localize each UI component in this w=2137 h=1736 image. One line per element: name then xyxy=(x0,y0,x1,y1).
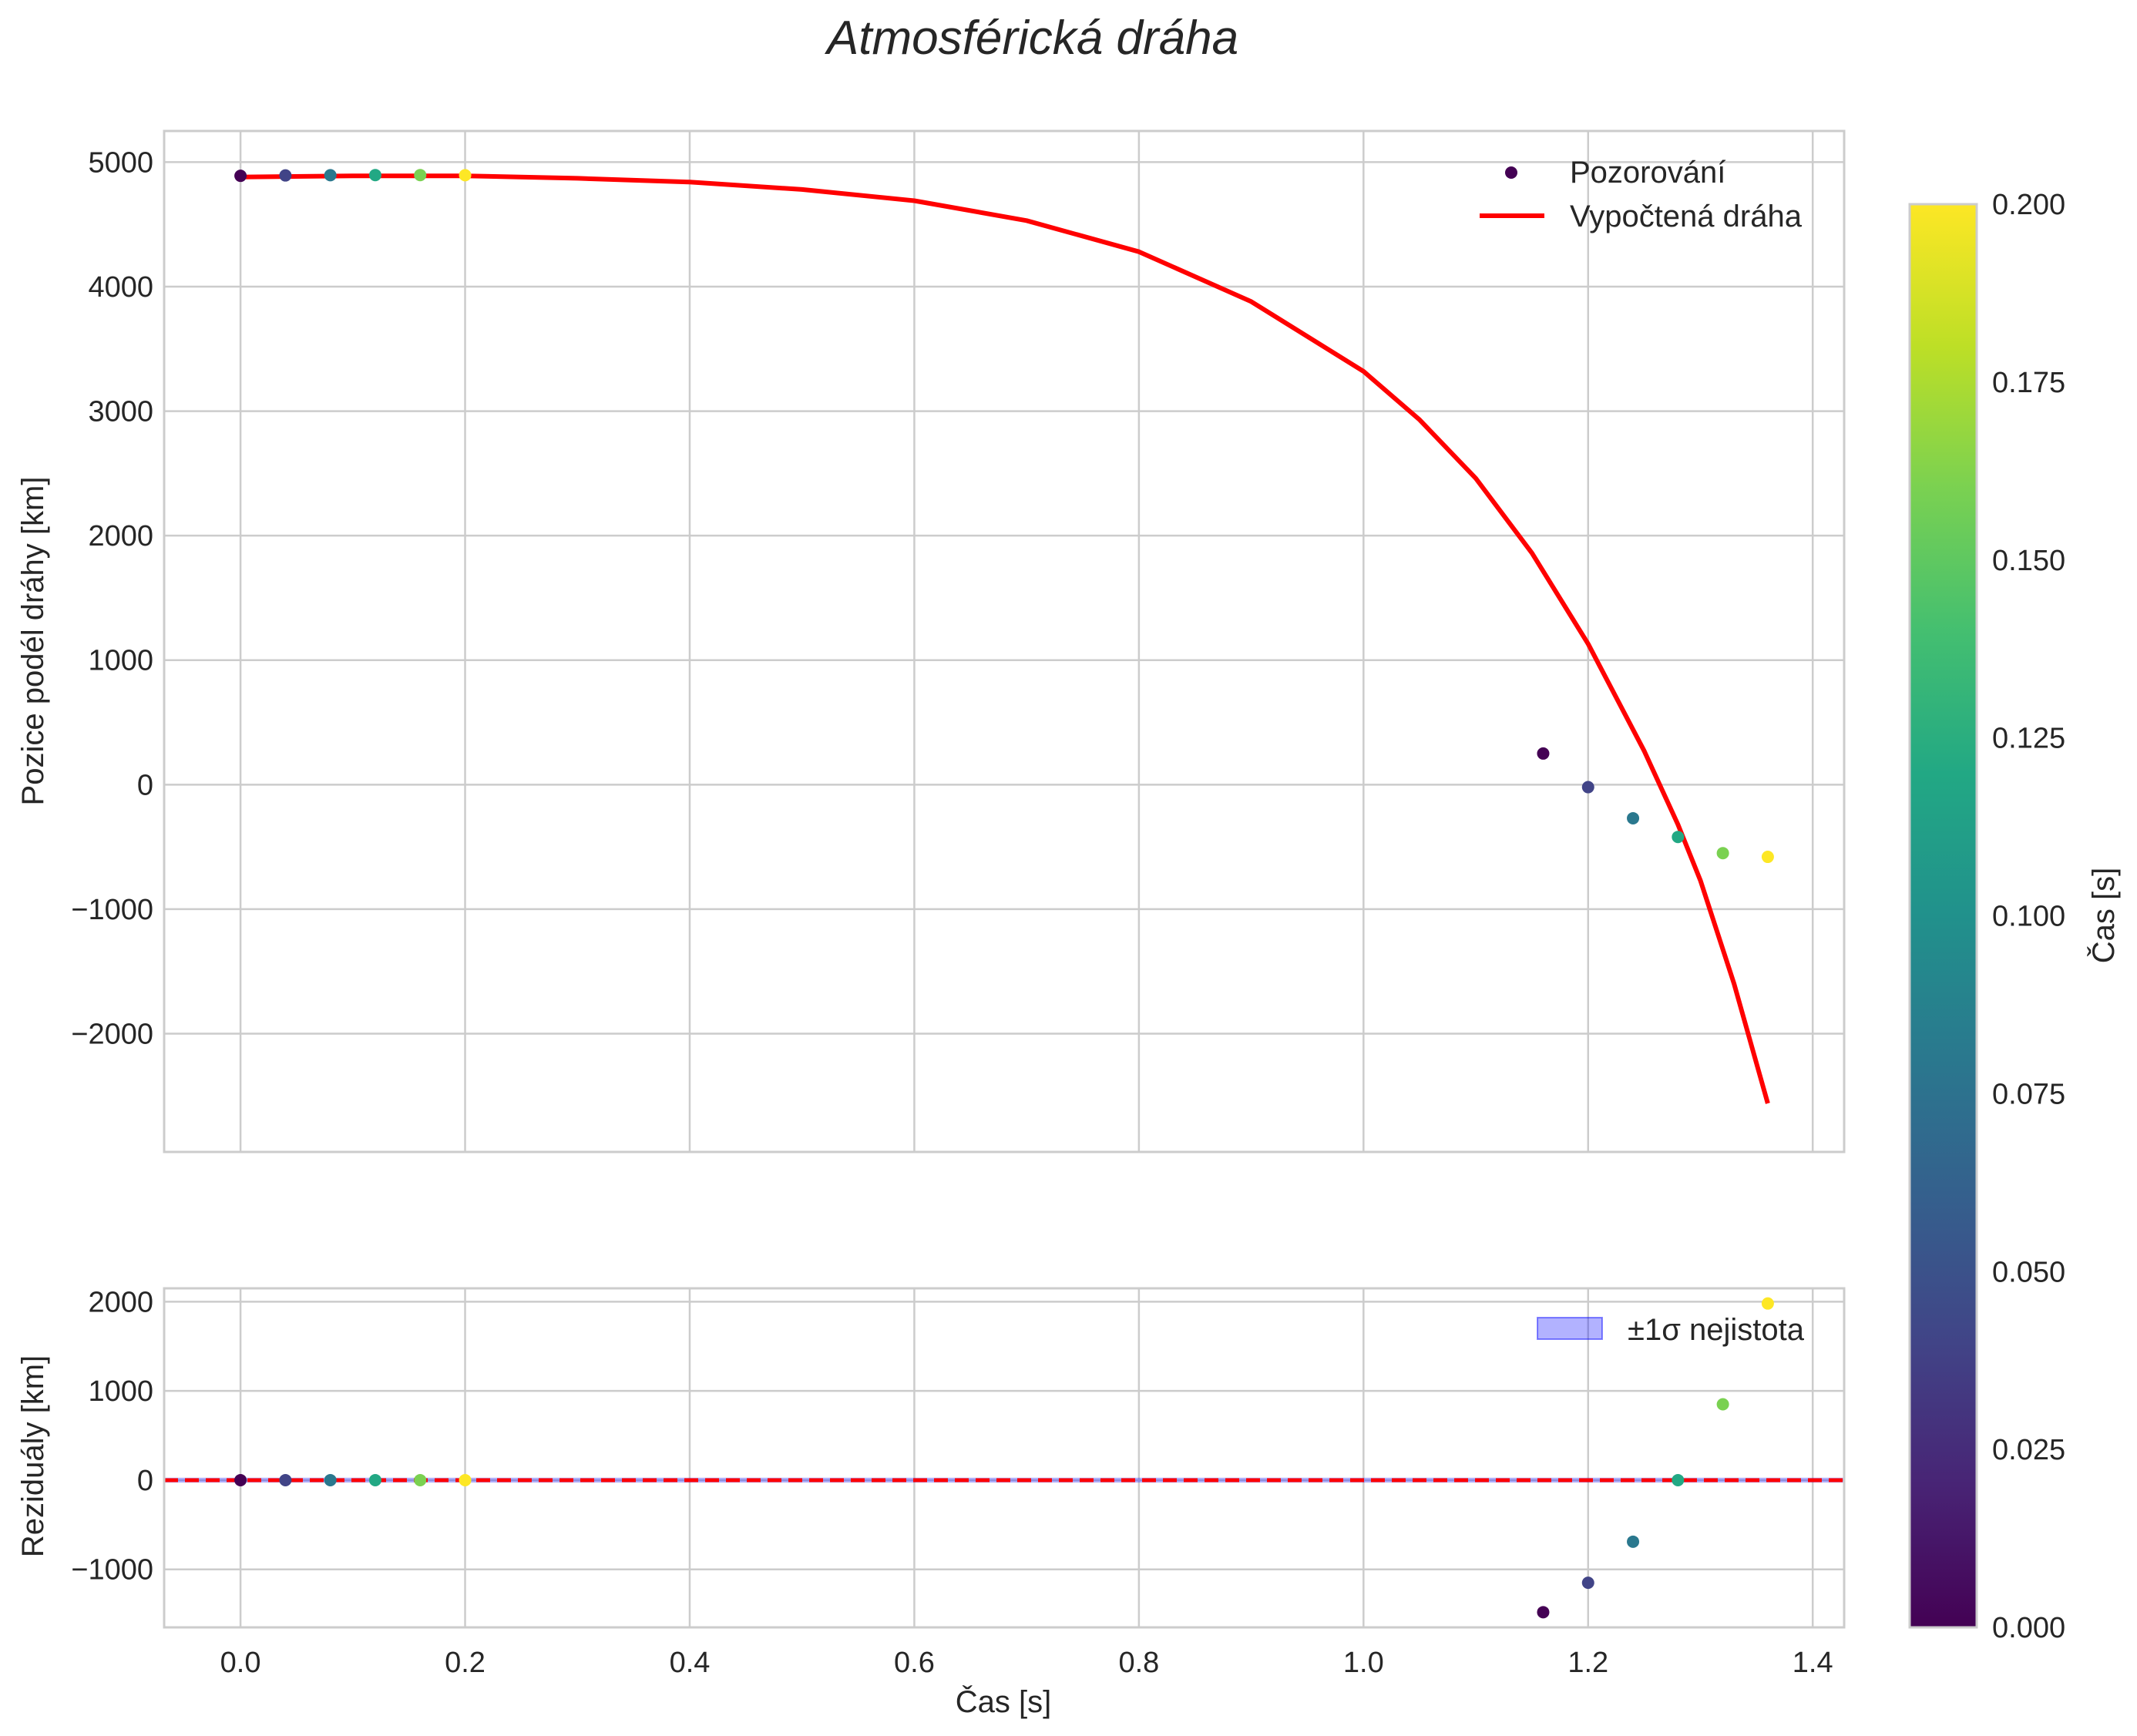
residual-point-2 xyxy=(324,1473,337,1486)
residual-point-0 xyxy=(234,1473,247,1486)
observation-point-4 xyxy=(414,169,427,182)
residual-point-6 xyxy=(1537,1606,1550,1619)
x-axis-label: Čas [s] xyxy=(956,1684,1051,1719)
residual-point-1 xyxy=(279,1473,292,1486)
legend-marker-uncertainty xyxy=(1537,1317,1603,1340)
bottom-y-axis-label: Reziduály [km] xyxy=(16,1355,50,1557)
bottom-y-tick-1: 0 xyxy=(137,1465,153,1497)
bottom-legend: ±1σ nejistota xyxy=(1537,1313,1805,1347)
colorbar-tick-6: 0.150 xyxy=(1992,545,2065,577)
x-tick-3: 0.6 xyxy=(894,1647,935,1679)
top-panel: −2000 −1000 0 1000 2000 3000 4000 5000 Pozice p… xyxy=(16,129,1846,1153)
bottom-y-tick-0: −1000 xyxy=(71,1554,153,1587)
chart-title: Atmosférická dráha xyxy=(824,12,1238,65)
observation-point-10 xyxy=(1716,847,1729,860)
top-y-axis-label: Pozice podél dráhy [km] xyxy=(16,477,50,806)
colorbar-tick-8: 0.200 xyxy=(1992,189,2065,221)
residual-point-5 xyxy=(459,1473,472,1486)
residual-point-3 xyxy=(368,1473,381,1486)
observation-point-2 xyxy=(324,169,337,182)
colorbar-tick-4: 0.100 xyxy=(1992,901,2065,933)
observation-point-5 xyxy=(459,169,472,182)
residual-point-10 xyxy=(1716,1398,1729,1411)
residual-point-4 xyxy=(414,1473,427,1486)
top-observation-points xyxy=(234,169,1774,864)
bottom-y-tick-3: 2000 xyxy=(88,1286,153,1318)
observation-point-9 xyxy=(1672,831,1685,844)
top-computed-trajectory xyxy=(240,173,1770,1104)
observation-point-0 xyxy=(234,170,247,183)
top-y-tick-4: 2000 xyxy=(88,520,153,552)
bottom-y-tick-2: 1000 xyxy=(88,1375,153,1408)
legend-label-observations: Pozorování xyxy=(1570,156,1725,190)
bottom-frame xyxy=(163,1287,1846,1629)
residual-points xyxy=(234,1297,1774,1619)
top-y-tick-5: 3000 xyxy=(88,396,153,428)
observation-point-1 xyxy=(279,169,292,182)
top-y-tick-6: 4000 xyxy=(88,271,153,304)
top-grid xyxy=(164,131,1844,1152)
top-legend: Pozorování Vypočtená dráha xyxy=(1480,156,1803,233)
x-tick-0: 0.0 xyxy=(220,1647,261,1679)
top-y-tick-7: 5000 xyxy=(88,146,153,179)
colorbar: 0.000 0.025 0.050 0.075 0.100 0.125 0.150 0.175… xyxy=(1908,189,2121,1644)
colorbar-tick-1: 0.025 xyxy=(1992,1434,2065,1466)
x-tick-5: 1.0 xyxy=(1343,1647,1384,1679)
x-tick-4: 0.8 xyxy=(1118,1647,1159,1679)
legend-marker-observations xyxy=(1505,166,1517,179)
observation-point-7 xyxy=(1581,781,1594,794)
legend-label-computed: Vypočtená dráha xyxy=(1570,200,1803,233)
colorbar-gradient xyxy=(1908,203,1978,1629)
legend-label-uncertainty: ±1σ nejistota xyxy=(1628,1313,1805,1347)
top-y-tick-labels: −2000 −1000 0 1000 2000 3000 4000 5000 xyxy=(71,146,153,1050)
bottom-plot-area xyxy=(164,1288,1844,1627)
colorbar-tick-0: 0.000 xyxy=(1992,1612,2065,1644)
colorbar-tick-5: 0.125 xyxy=(1992,723,2065,755)
colorbar-tick-7: 0.175 xyxy=(1992,367,2065,399)
top-y-tick-1: −1000 xyxy=(71,894,153,926)
top-y-tick-2: 0 xyxy=(137,769,153,801)
observation-point-11 xyxy=(1761,851,1774,864)
computed-trajectory-line xyxy=(240,173,1770,1104)
x-tick-7: 1.4 xyxy=(1793,1647,1833,1679)
residual-point-8 xyxy=(1627,1535,1640,1548)
colorbar-tick-2: 0.050 xyxy=(1992,1256,2065,1288)
colorbar-tick-labels: 0.000 0.025 0.050 0.075 0.100 0.125 0.150 0.175… xyxy=(1992,189,2065,1644)
observation-point-8 xyxy=(1627,811,1640,824)
bottom-y-tick-labels: −1000 0 1000 2000 xyxy=(71,1286,153,1586)
residual-point-11 xyxy=(1761,1297,1774,1310)
top-y-tick-0: −2000 xyxy=(71,1018,153,1050)
top-y-tick-3: 1000 xyxy=(88,645,153,677)
x-tick-2: 0.4 xyxy=(670,1647,711,1679)
top-plot-area xyxy=(164,131,1844,1152)
bottom-x-tick-labels: 0.0 0.2 0.4 0.6 0.8 1.0 1.2 1.4 xyxy=(220,1647,1833,1679)
x-tick-1: 0.2 xyxy=(445,1647,486,1679)
x-tick-6: 1.2 xyxy=(1567,1647,1608,1679)
observation-point-6 xyxy=(1537,747,1550,760)
top-frame xyxy=(163,129,1846,1153)
observation-point-3 xyxy=(368,169,381,182)
colorbar-label: Čas [s] xyxy=(2086,868,2121,963)
residual-point-9 xyxy=(1672,1473,1685,1486)
colorbar-tick-3: 0.075 xyxy=(1992,1078,2065,1110)
residual-point-7 xyxy=(1581,1577,1594,1590)
